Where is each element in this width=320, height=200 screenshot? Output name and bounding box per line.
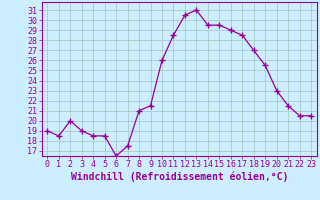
X-axis label: Windchill (Refroidissement éolien,°C): Windchill (Refroidissement éolien,°C) [70,172,288,182]
